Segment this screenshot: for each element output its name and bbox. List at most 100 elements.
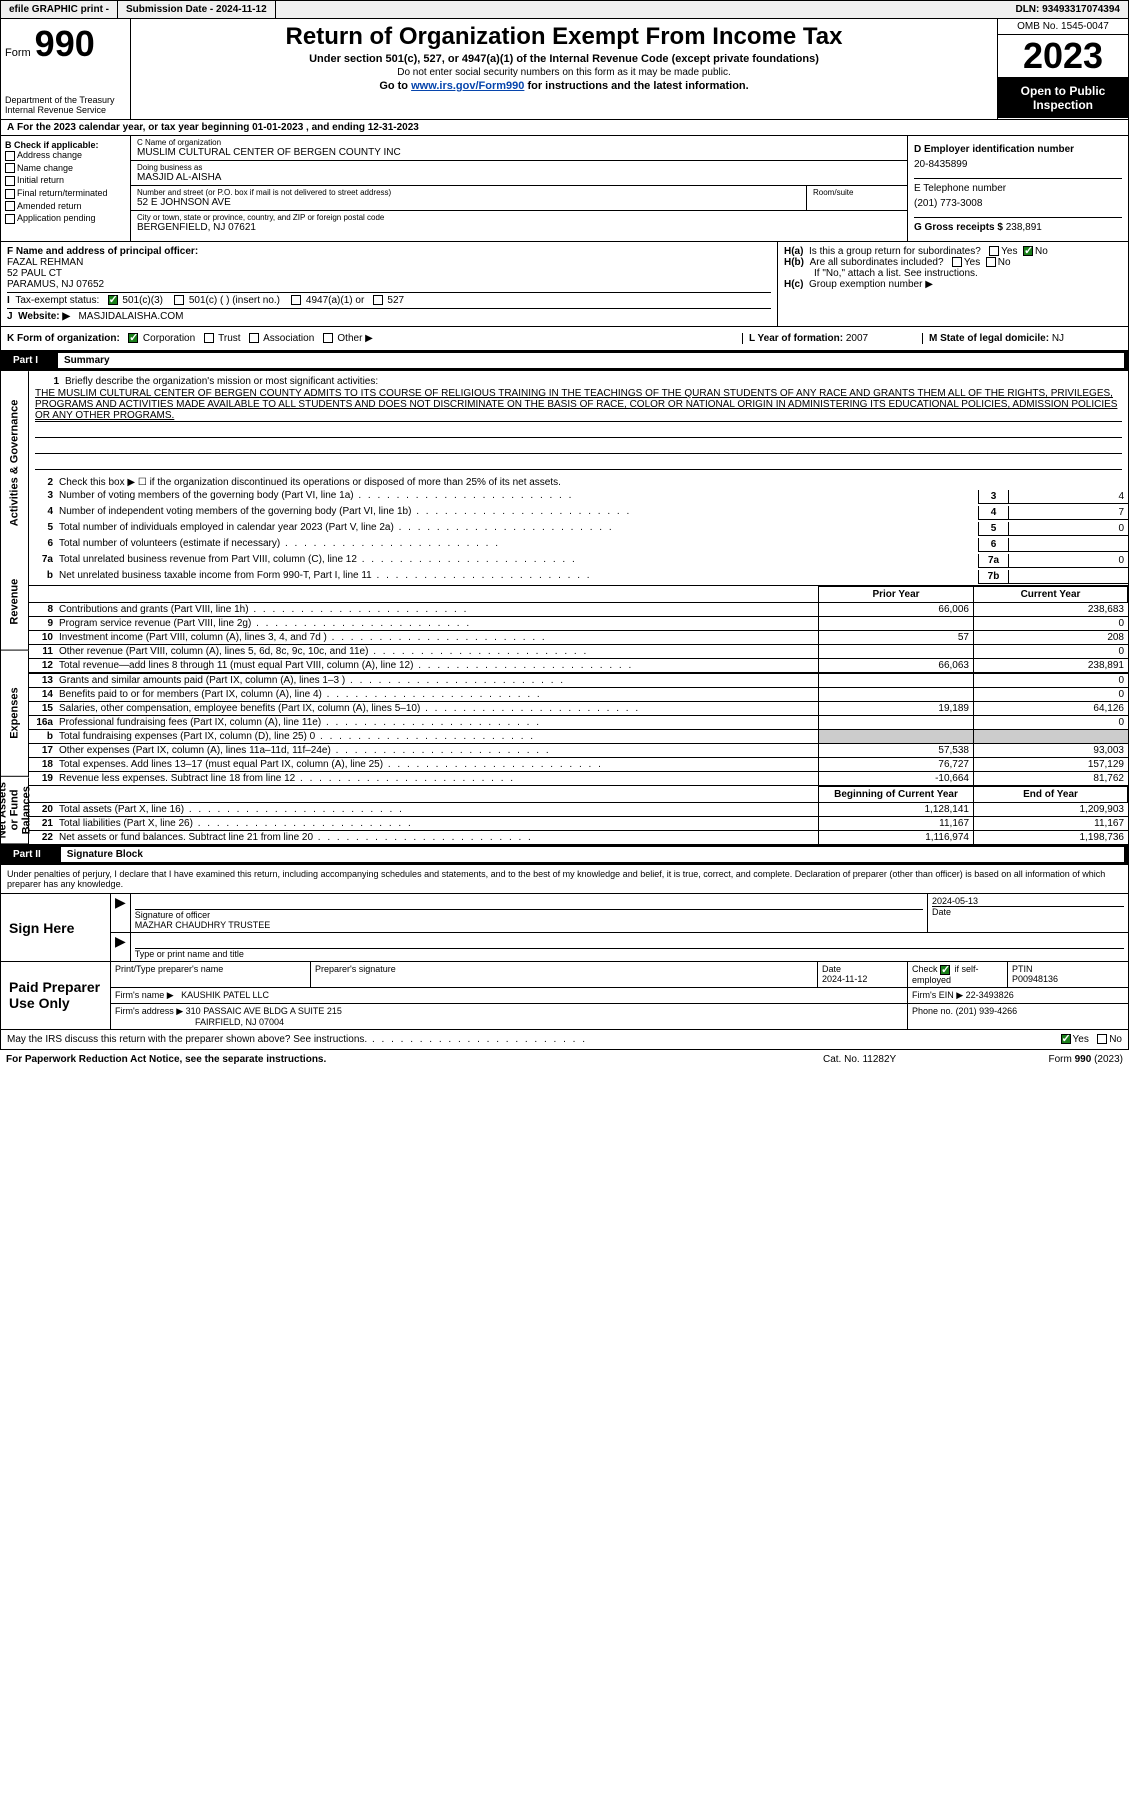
chk-hb-no[interactable] <box>986 257 996 267</box>
dept-treasury: Department of the Treasury Internal Reve… <box>5 95 126 115</box>
chk-amended-return[interactable] <box>5 201 15 211</box>
chk-name-change[interactable] <box>5 163 15 173</box>
gross-receipts-label: G Gross receipts $ <box>914 222 1003 233</box>
chk-address-change[interactable] <box>5 151 15 161</box>
part1-header: Part I Summary <box>0 351 1129 371</box>
summary-line: b Total fundraising expenses (Part IX, c… <box>29 729 1128 743</box>
sign-here-label: Sign Here <box>1 894 111 961</box>
chk-discuss-yes[interactable] <box>1061 1034 1071 1044</box>
submission-date: Submission Date - 2024-11-12 <box>118 1 276 18</box>
sig-date-label: Date <box>932 907 1124 917</box>
summary-line: 7a Total unrelated business revenue from… <box>29 553 1128 569</box>
hdr-current-year: Current Year <box>973 586 1128 602</box>
firm-addr-value1: 310 PASSAIC AVE BLDG A SUITE 215 <box>186 1006 342 1016</box>
state-domicile-value: NJ <box>1052 333 1064 344</box>
col-b-heading: B Check if applicable: <box>5 140 126 150</box>
firm-name-label: Firm's name ▶ <box>115 990 174 1000</box>
summary-line: 11 Other revenue (Part VIII, column (A),… <box>29 644 1128 658</box>
irs-discuss-text: May the IRS discuss this return with the… <box>7 1034 1061 1045</box>
activities-section: 1Briefly describe the organization's mis… <box>29 371 1128 586</box>
chk-trust[interactable] <box>204 333 214 343</box>
part1-title: Summary <box>58 353 1124 368</box>
footer-form: Form 990 (2023) <box>973 1054 1123 1065</box>
hdr-end-year: End of Year <box>973 786 1128 802</box>
chk-hb-yes[interactable] <box>952 257 962 267</box>
state-domicile-label: M State of legal domicile: <box>929 333 1049 344</box>
chk-4947a1[interactable] <box>291 295 301 305</box>
summary-line: 13 Grants and similar amounts paid (Part… <box>29 673 1128 687</box>
summary-line: 15 Salaries, other compensation, employe… <box>29 701 1128 715</box>
row-f-through-j: F Name and address of principal officer:… <box>0 242 1129 327</box>
summary-line: 21 Total liabilities (Part X, line 26) 1… <box>29 816 1128 830</box>
top-bar: efile GRAPHIC print - Submission Date - … <box>0 0 1129 19</box>
summary-line: 12 Total revenue—add lines 8 through 11 … <box>29 658 1128 672</box>
expenses-section: 13 Grants and similar amounts paid (Part… <box>29 673 1128 786</box>
paid-preparer-block: Paid Preparer Use Only Print/Type prepar… <box>0 962 1129 1030</box>
summary-line: 19 Revenue less expenses. Subtract line … <box>29 771 1128 785</box>
firm-name-value: KAUSHIK PATEL LLC <box>181 990 269 1000</box>
revenue-section: Prior Year Current Year 8 Contributions … <box>29 586 1128 673</box>
firm-ein-value: 22-3493826 <box>966 990 1014 1000</box>
chk-ha-yes[interactable] <box>989 246 999 256</box>
ptin-label: PTIN <box>1012 964 1124 974</box>
footer-catno: Cat. No. 11282Y <box>823 1054 973 1065</box>
chk-initial-return[interactable] <box>5 176 15 186</box>
col-c-org-info: C Name of organization MUSLIM CULTURAL C… <box>131 136 908 241</box>
sig-officer-label: Signature of officer <box>135 910 923 920</box>
tab-netassets: Net Assets or Fund Balances <box>1 777 29 844</box>
paid-preparer-label: Paid Preparer Use Only <box>1 962 111 1029</box>
chk-application-pending[interactable] <box>5 214 15 224</box>
summary-line: 8 Contributions and grants (Part VIII, l… <box>29 602 1128 616</box>
omb-number: OMB No. 1545-0047 <box>998 19 1128 35</box>
part2-title: Signature Block <box>61 847 1124 862</box>
chk-association[interactable] <box>249 333 259 343</box>
prep-name-label: Print/Type preparer's name <box>115 964 306 974</box>
form-number: Form 990 <box>5 23 126 65</box>
chk-self-employed[interactable] <box>940 965 950 975</box>
chk-discuss-no[interactable] <box>1097 1034 1107 1044</box>
col-d-right: D Employer identification number 20-8435… <box>908 136 1128 241</box>
ein-value: 20-8435899 <box>914 155 1122 174</box>
form-goto: Go to www.irs.gov/Form990 for instructio… <box>139 80 989 92</box>
firm-ein-label: Firm's EIN ▶ <box>912 990 963 1000</box>
chk-501c[interactable] <box>174 295 184 305</box>
chk-ha-no[interactable] <box>1023 246 1033 256</box>
prep-date-label: Date <box>822 964 903 974</box>
phone-value: (201) 773-3008 <box>914 194 1122 213</box>
form-title: Return of Organization Exempt From Incom… <box>139 23 989 51</box>
website-row: J Website: ▶ MASJIDALAISHA.COM <box>7 308 771 322</box>
open-inspection: Open to Public Inspection <box>998 78 1128 118</box>
summary-line: 22 Net assets or fund balances. Subtract… <box>29 830 1128 844</box>
chk-final-return[interactable] <box>5 189 15 199</box>
part1-num: Part I <box>5 353 46 368</box>
firm-phone-value: (201) 939-4266 <box>956 1006 1018 1016</box>
summary-line: 16a Professional fundraising fees (Part … <box>29 715 1128 729</box>
form-subtitle: Under section 501(c), 527, or 4947(a)(1)… <box>139 53 989 65</box>
efile-label: efile GRAPHIC print - <box>1 1 118 18</box>
summary-line: 4 Number of independent voting members o… <box>29 505 1128 521</box>
part2-num: Part II <box>5 847 49 862</box>
dba-value: MASJID AL-AISHA <box>137 172 901 183</box>
form-org-label: K Form of organization: <box>7 333 120 344</box>
section-b-through-g: B Check if applicable: Address change Na… <box>0 136 1129 242</box>
summary-line: 14 Benefits paid to or for members (Part… <box>29 687 1128 701</box>
chk-501c3[interactable] <box>108 295 118 305</box>
principal-officer-label: F Name and address of principal officer: <box>7 246 198 257</box>
principal-officer-addr2: PARAMUS, NJ 07652 <box>7 279 771 290</box>
city-value: BERGENFIELD, NJ 07621 <box>137 222 901 233</box>
website-value: MASJIDALAISHA.COM <box>78 311 183 322</box>
form-num: 990 <box>35 23 95 65</box>
irs-link[interactable]: www.irs.gov/Form990 <box>411 80 524 92</box>
form-header: Form 990 Department of the Treasury Inte… <box>0 19 1129 120</box>
principal-officer-name: FAZAL REHMAN <box>7 257 771 268</box>
summary-line: b Net unrelated business taxable income … <box>29 569 1128 585</box>
chk-other[interactable] <box>323 333 333 343</box>
chk-corporation[interactable] <box>128 333 138 343</box>
org-name-label: C Name of organization <box>137 138 901 147</box>
summary-line: 10 Investment income (Part VIII, column … <box>29 630 1128 644</box>
firm-phone-label: Phone no. <box>912 1006 953 1016</box>
row-a-tax-year: A For the 2023 calendar year, or tax yea… <box>0 120 1129 136</box>
chk-527[interactable] <box>373 295 383 305</box>
page-footer: For Paperwork Reduction Act Notice, see … <box>0 1050 1129 1069</box>
arrow-icon: ▶ <box>111 933 131 961</box>
